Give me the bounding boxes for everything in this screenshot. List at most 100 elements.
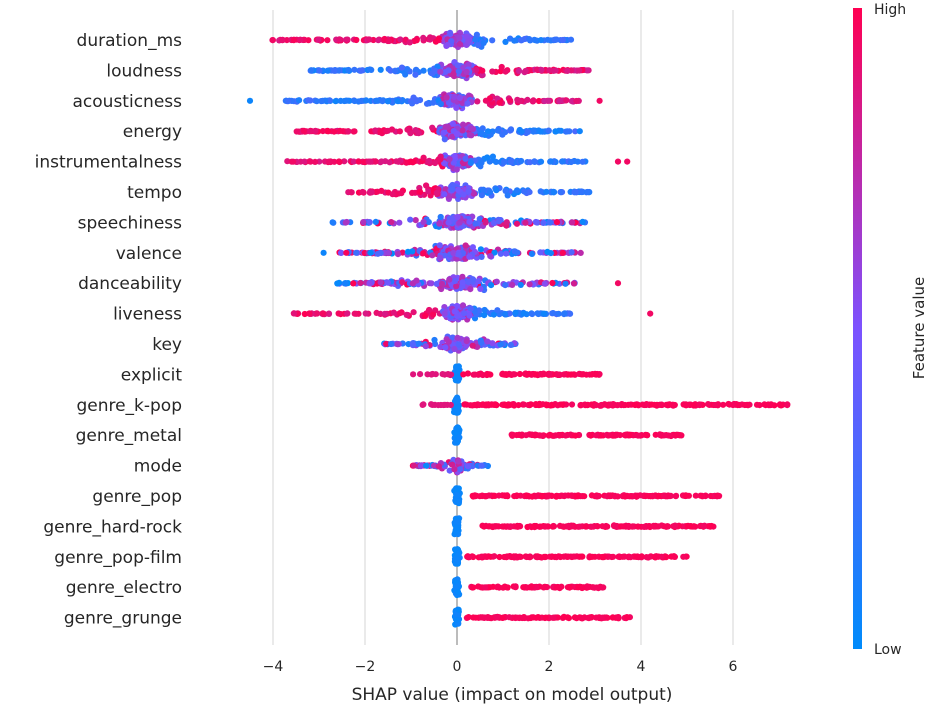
shap-point (344, 310, 351, 317)
shap-point (622, 431, 629, 438)
shap-point (538, 493, 546, 500)
shap-point (534, 554, 541, 561)
shap-point (482, 584, 489, 591)
shap-point (649, 492, 656, 499)
x-tick-label: 0 (453, 659, 462, 675)
shap-point (507, 158, 514, 165)
shap-point (453, 616, 460, 623)
shap-point (454, 213, 461, 221)
shap-point (529, 98, 537, 105)
shap-point (512, 583, 519, 591)
shap-point (499, 614, 506, 621)
shap-point (526, 370, 533, 377)
shap-point (456, 94, 463, 101)
shap-point (460, 121, 467, 128)
shap-point (463, 68, 470, 75)
shap-point (488, 282, 495, 289)
shap-point (397, 36, 404, 43)
shap-point (312, 127, 319, 134)
shap-point (528, 431, 536, 438)
shap-point (463, 338, 470, 345)
shap-point (485, 492, 493, 499)
shap-point (543, 188, 550, 195)
shap-point (459, 273, 466, 280)
shap-point (524, 96, 531, 103)
shap-point (540, 370, 547, 377)
shap-point (784, 402, 791, 409)
shap-point (431, 336, 438, 344)
shap-point (535, 614, 542, 621)
shap-point (504, 192, 511, 199)
shap-point (599, 554, 606, 561)
shap-point (409, 159, 416, 166)
shap-point (460, 371, 467, 378)
shap-point (316, 67, 323, 74)
shap-point (514, 522, 521, 529)
shap-point (456, 341, 463, 348)
shap-point (412, 66, 420, 73)
shap-point (446, 276, 453, 283)
shap-point (478, 159, 485, 166)
shap-point (494, 307, 501, 314)
shap-point (441, 136, 448, 143)
shap-point (581, 493, 588, 500)
shap-point (485, 371, 492, 378)
shap-point (553, 492, 560, 500)
shap-point (449, 181, 456, 189)
feature-label: genre_hard-rock (43, 517, 182, 537)
shap-point (499, 523, 506, 530)
shap-point (523, 432, 530, 439)
shap-point (331, 67, 338, 74)
shap-point (735, 401, 742, 408)
shap-point (420, 250, 427, 257)
shap-point (384, 279, 391, 286)
shap-point (437, 213, 444, 221)
feature-label: valence (116, 244, 182, 264)
shap-point (475, 278, 482, 285)
shap-point (465, 61, 472, 68)
shap-point (390, 309, 397, 316)
shap-point (479, 72, 486, 79)
shap-point (460, 191, 467, 198)
shap-point (700, 523, 707, 530)
shap-point (343, 97, 350, 104)
shap-point (404, 126, 411, 133)
shap-point (503, 371, 510, 378)
shap-point (426, 157, 433, 164)
shap-point (293, 128, 300, 135)
shap-point (300, 127, 307, 134)
shap-point (366, 280, 373, 287)
shap-point (484, 128, 492, 135)
shap-point (607, 492, 614, 499)
shap-point (559, 401, 566, 408)
shap-point (526, 159, 534, 166)
shap-point (705, 401, 712, 408)
shap-point (532, 218, 540, 226)
feature-label: tempo (127, 183, 182, 203)
shap-point (422, 343, 429, 350)
shap-point (680, 553, 687, 560)
shap-point (441, 191, 448, 198)
shap-point (466, 218, 473, 225)
shap-point (335, 310, 342, 317)
shap-point (579, 158, 586, 165)
shap-point (404, 66, 411, 73)
shap-point (442, 123, 449, 130)
shap-point (478, 253, 485, 260)
shap-point (478, 192, 485, 199)
shap-point (326, 97, 333, 104)
shap-point (553, 219, 561, 226)
shap-point (587, 553, 595, 561)
shap-point (683, 402, 690, 409)
shap-point (388, 126, 396, 133)
shap-point (396, 219, 403, 226)
shap-point (566, 128, 573, 135)
shap-point (520, 614, 528, 621)
shap-point (502, 68, 509, 75)
shap-point (559, 249, 567, 256)
x-tick-label: −4 (263, 659, 284, 675)
shap-point (549, 523, 556, 530)
shap-point (574, 158, 581, 165)
shap-point (515, 67, 523, 75)
